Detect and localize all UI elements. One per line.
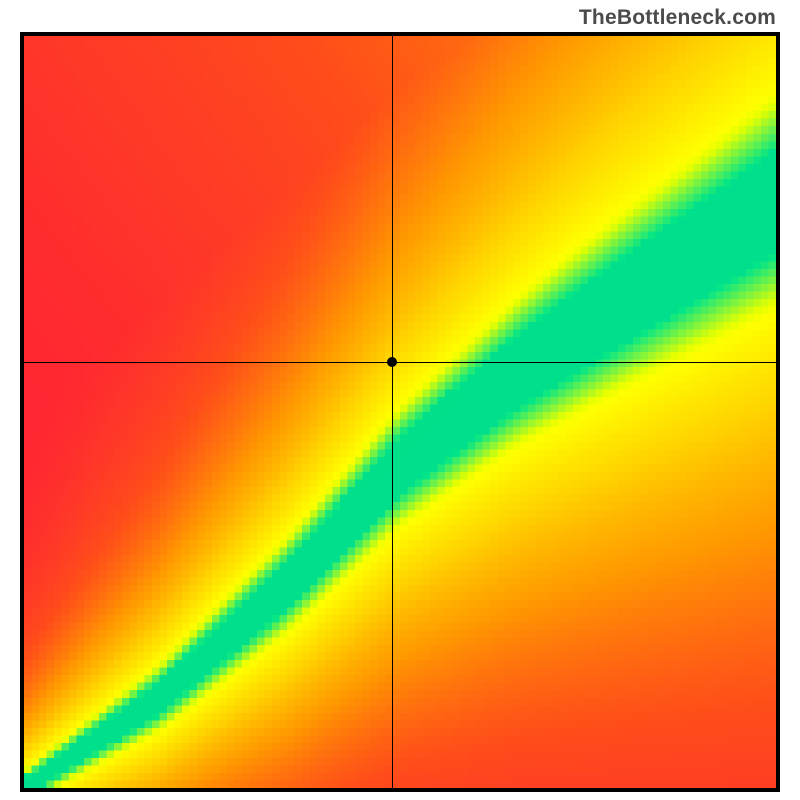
heatmap-canvas [24,36,776,788]
plot-frame [20,32,780,792]
plot-area [24,36,776,788]
data-point [387,357,397,367]
crosshair-horizontal [24,362,776,363]
crosshair-vertical [392,36,393,788]
chart-container: TheBottleneck.com [0,0,800,800]
attribution-text: TheBottleneck.com [579,6,776,30]
